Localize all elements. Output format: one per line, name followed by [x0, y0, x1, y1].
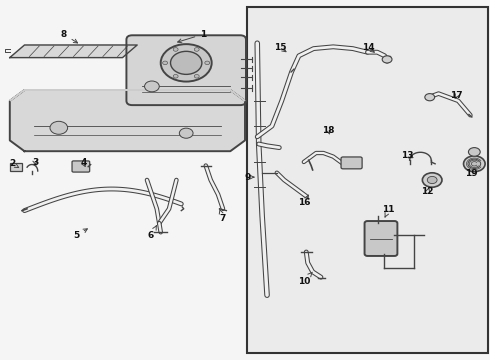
Circle shape [468, 159, 481, 168]
Circle shape [50, 121, 68, 134]
Circle shape [179, 128, 193, 138]
Circle shape [194, 75, 199, 78]
Circle shape [195, 48, 199, 51]
Circle shape [205, 61, 210, 65]
Circle shape [171, 51, 202, 75]
Text: 3: 3 [32, 158, 38, 167]
Circle shape [468, 148, 480, 156]
Text: 4: 4 [80, 158, 87, 167]
FancyBboxPatch shape [126, 35, 246, 105]
Text: 10: 10 [297, 272, 312, 286]
Text: 5: 5 [73, 229, 87, 240]
FancyBboxPatch shape [72, 161, 90, 172]
Circle shape [464, 156, 485, 172]
Text: 14: 14 [362, 43, 375, 52]
Polygon shape [10, 90, 245, 101]
Text: 12: 12 [421, 187, 434, 196]
Bar [247, 7, 488, 353]
Text: 16: 16 [298, 195, 311, 207]
FancyBboxPatch shape [341, 157, 362, 169]
Circle shape [422, 173, 442, 187]
Text: 7: 7 [220, 209, 226, 223]
Circle shape [382, 56, 392, 63]
FancyBboxPatch shape [365, 221, 397, 256]
Text: 15: 15 [274, 43, 287, 52]
Polygon shape [10, 90, 245, 151]
Text: 19: 19 [465, 169, 478, 178]
Bar [10, 163, 22, 171]
Circle shape [427, 176, 437, 184]
Text: 1: 1 [178, 30, 206, 43]
Text: 9: 9 [244, 173, 254, 181]
Text: 8: 8 [61, 30, 77, 43]
Text: 13: 13 [401, 151, 414, 160]
Text: 18: 18 [322, 126, 335, 135]
Circle shape [163, 61, 168, 65]
Text: 6: 6 [148, 226, 156, 240]
Polygon shape [10, 45, 137, 58]
Circle shape [161, 44, 212, 82]
Circle shape [145, 81, 159, 92]
Circle shape [173, 48, 178, 51]
Text: 2: 2 [9, 159, 19, 168]
Text: 11: 11 [382, 205, 395, 217]
Text: 17: 17 [450, 91, 463, 100]
Circle shape [425, 94, 435, 101]
Circle shape [173, 75, 178, 78]
